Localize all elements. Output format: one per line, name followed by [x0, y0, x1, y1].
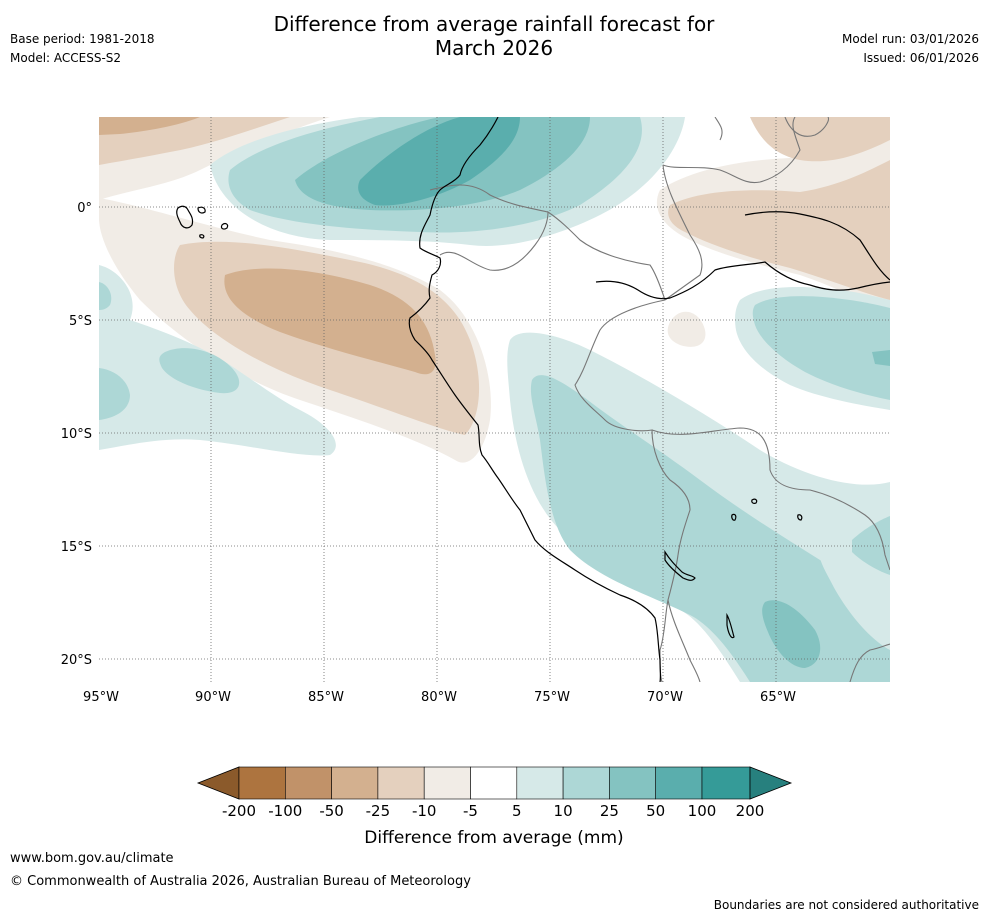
coast-small-lake-3 [797, 514, 803, 521]
colorbar-bin [238, 766, 286, 800]
colorbar-tick: -25 [366, 802, 391, 820]
wet-west-10a [99, 282, 112, 310]
border-colombia-brazil [662, 164, 703, 301]
gridlines [99, 117, 890, 682]
colorbar-tick: -5 [463, 802, 478, 820]
map-area [99, 117, 890, 682]
border-colombia-ecuador [429, 184, 549, 213]
border-ecuador-peru [439, 210, 666, 301]
base-period: Base period: 1981-2018 [10, 32, 155, 46]
map-title-line2: March 2026 [434, 36, 554, 60]
colorbar-tick: -200 [222, 802, 256, 820]
coast-small-lake-1 [751, 498, 758, 504]
meta-right: Model run: 03/01/2026 Issued: 06/01/2026 [842, 30, 979, 68]
model-run: Model run: 03/01/2026 [841, 32, 979, 46]
wet-central-10 [530, 375, 890, 682]
colorbar-tick: 25 [600, 802, 619, 820]
coast-small-lake-4 [726, 612, 735, 639]
colorbar-bin [655, 766, 703, 800]
colorbar-tick: -100 [268, 802, 302, 820]
wet-west-10c [99, 368, 130, 420]
country-borders [429, 117, 890, 682]
border-venezuela-brazil-north [784, 117, 829, 137]
colorbar-tick: 100 [688, 802, 717, 820]
lat-label: 5°S [69, 314, 92, 329]
latitude-labels: 0° 5°S 10°S 15°S 20°S [61, 201, 92, 668]
colorbar-bin [562, 766, 610, 800]
border-peru-bolivia [667, 554, 701, 682]
colorbar-tick: 10 [554, 802, 573, 820]
wet-anomaly-regions [99, 117, 890, 682]
colorbar-bin [701, 766, 751, 800]
colorbar-tick: 200 [736, 802, 765, 820]
lon-label: 65°W [760, 690, 796, 705]
footer-disclaimer: Boundaries are not considered authoritat… [713, 898, 979, 912]
colorbar-bin [423, 766, 471, 800]
colorbar-tick: -50 [319, 802, 344, 820]
colorbar-tick: 50 [646, 802, 665, 820]
colorbar-bin [331, 766, 379, 800]
galapagos-island-1 [176, 205, 194, 229]
lat-label: 0° [77, 201, 92, 216]
lon-label: 75°W [534, 690, 570, 705]
lon-label: 85°W [308, 690, 344, 705]
colorbar-arrow-right [749, 766, 793, 800]
lon-label: 95°W [83, 690, 119, 705]
coast-lake-maracaibo-area [744, 211, 890, 281]
map-title-line1: Difference from average rainfall forecas… [273, 12, 715, 36]
model-name: Model: ACCESS-S2 [10, 51, 122, 65]
border-bolivia-argentina [849, 643, 890, 682]
lat-label: 15°S [61, 540, 92, 555]
colorbar-label: Difference from average (mm) [364, 828, 623, 848]
colorbar-bin [470, 766, 518, 800]
colorbar-arrow-left [196, 766, 240, 800]
coastlines [176, 117, 890, 682]
colorbar-bin [609, 766, 657, 800]
dry-ne-patch [667, 311, 706, 347]
galapagos-island-2 [197, 206, 206, 214]
galapagos-island-4 [199, 234, 205, 239]
lat-label: 20°S [61, 653, 92, 668]
coast-pacific [408, 117, 662, 682]
border-peru-brazil [574, 299, 691, 556]
galapagos-island-3 [220, 222, 229, 230]
map-title: Difference from average rainfall forecas… [0, 12, 988, 60]
lon-label: 80°W [421, 690, 457, 705]
wet-east-25 [872, 350, 890, 366]
colorbar: -200 -100 -50 -25 -10 -5 5 10 25 50 100 … [196, 766, 793, 848]
lon-label: 70°W [647, 690, 683, 705]
wet-se-10 [852, 516, 890, 575]
issued-date: Issued: 06/01/2026 [863, 51, 979, 65]
lon-label: 90°W [195, 690, 231, 705]
border-colombia-venezuela [662, 117, 801, 184]
footer-url: www.bom.gov.au/climate [10, 851, 174, 866]
meta-left: Base period: 1981-2018 Model: ACCESS-S2 [10, 30, 155, 68]
dry-ne-mid [668, 160, 890, 300]
wet-west-10b [159, 348, 240, 394]
coast-amazon-river [595, 261, 890, 300]
wet-east-10 [752, 296, 890, 400]
colorbar-bin [377, 766, 425, 800]
longitude-labels: 95°W 90°W 85°W 80°W 75°W 70°W 65°W [83, 690, 796, 705]
colorbar-bin [284, 766, 332, 800]
colorbar-bin [516, 766, 564, 800]
border-venezuela-guyana [714, 117, 723, 141]
wet-central-25 [762, 600, 821, 668]
dry-ne-top [750, 117, 890, 162]
border-brazil-bolivia [651, 427, 890, 571]
lat-label: 10°S [61, 427, 92, 442]
footer-copyright: © Commonwealth of Australia 2026, Austra… [10, 874, 471, 889]
coast-lake-titicaca [664, 549, 696, 581]
coast-small-lake-2 [731, 513, 737, 521]
dry-band-north-core [99, 117, 200, 135]
colorbar-tick: -10 [412, 802, 437, 820]
colorbar-tick: 5 [512, 802, 522, 820]
wet-north-50 [358, 117, 520, 206]
dry-central-core [224, 268, 436, 375]
